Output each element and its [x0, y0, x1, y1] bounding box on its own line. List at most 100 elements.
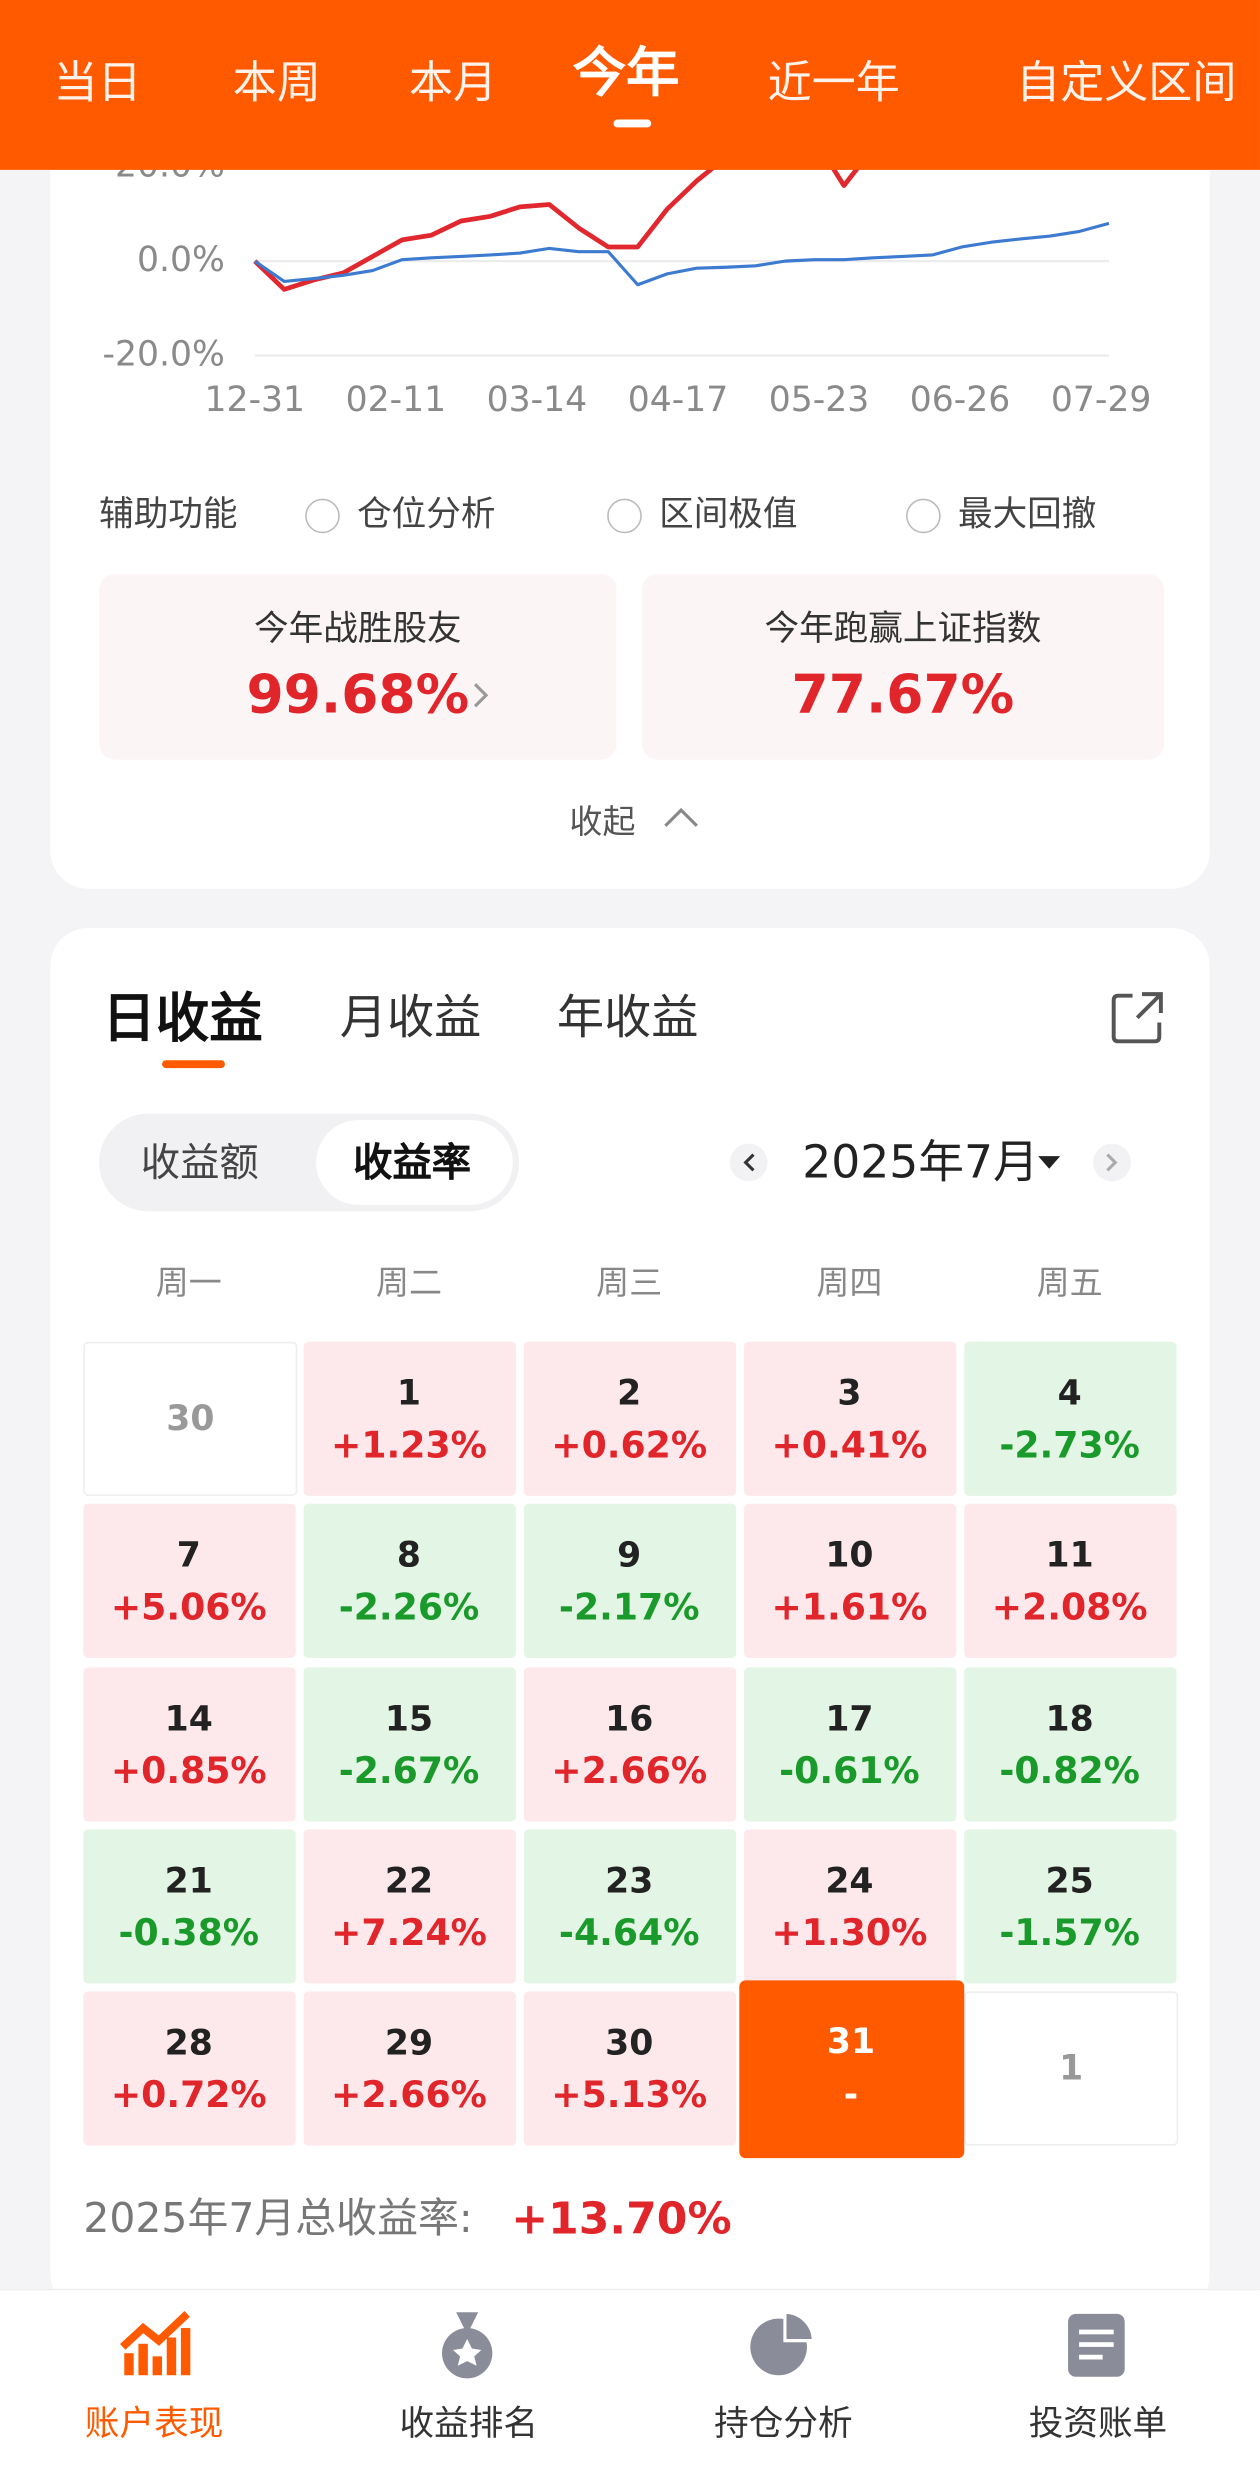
rate: +1.23%	[331, 1425, 487, 1467]
nav-item[interactable]: 投资账单	[1028, 2405, 1168, 2445]
calendar-cell[interactable]: 7 +5.06%	[83, 1503, 296, 1658]
toggle-option[interactable]: 收益率	[353, 1139, 472, 1186]
tab-indicator	[162, 1060, 225, 1069]
calendar-cell[interactable]: 11 +2.08%	[964, 1503, 1177, 1658]
radio[interactable]	[906, 498, 941, 534]
x-tick-label: 07-29	[1051, 380, 1152, 420]
calendar-cell[interactable]: 3 +0.41%	[744, 1341, 957, 1496]
rate: -4.64%	[558, 1913, 700, 1955]
rate: -1.57%	[999, 1913, 1140, 1955]
calendar-cell[interactable]: 2 +0.62%	[523, 1341, 737, 1496]
calendar-cell[interactable]: 30	[83, 1341, 298, 1496]
stat-label: 今年战胜股友	[254, 610, 462, 650]
nav-icon	[442, 2312, 493, 2379]
day: 30	[605, 2024, 654, 2064]
rate: -2.26%	[338, 1587, 480, 1629]
calendar-cell[interactable]: 9 -2.17%	[523, 1503, 737, 1658]
calendar-cell[interactable]: 24 +1.30%	[744, 1829, 957, 1984]
assist-option[interactable]: 仓位分析	[357, 495, 496, 535]
active-indicator	[613, 119, 652, 128]
assist-option[interactable]: 区间极值	[659, 495, 798, 535]
rate: -	[843, 2076, 859, 2116]
rate: +5.13%	[551, 2075, 708, 2117]
day: 28	[164, 2024, 213, 2064]
nav-icon	[750, 2310, 815, 2376]
toggle-option[interactable]: 收益额	[140, 1139, 259, 1186]
calendar-cell-today[interactable]: 31 -	[739, 1980, 965, 2159]
assist-option[interactable]: 最大回撤	[957, 495, 1097, 535]
weekday: 周二	[375, 1263, 443, 1302]
rate: +2.66%	[331, 2075, 487, 2117]
period-tab[interactable]: 近一年	[767, 56, 900, 109]
period-tab[interactable]: 本月	[408, 56, 498, 109]
day: 21	[164, 1862, 213, 1902]
x-tick-label: 06-26	[910, 380, 1011, 420]
nav-item[interactable]: 收益排名	[399, 2405, 538, 2445]
nav-item[interactable]: 账户表现	[84, 2405, 224, 2445]
stat-box[interactable]: 今年战胜股友 99.68%	[99, 574, 617, 760]
period-tab[interactable]: 当日	[53, 56, 142, 109]
day: 11	[1045, 1536, 1094, 1577]
day: 1	[1059, 2049, 1084, 2089]
month-label[interactable]: 2025年7月	[802, 1134, 1039, 1189]
calendar-cell[interactable]: 10 +1.61%	[744, 1503, 957, 1658]
day: 1	[396, 1374, 422, 1415]
day: 3	[837, 1374, 862, 1415]
calendar-tab[interactable]: 日收益	[102, 987, 263, 1051]
series-line	[253, 221, 1110, 287]
radio[interactable]	[607, 498, 642, 534]
stat-label: 今年跑赢上证指数	[764, 610, 1042, 650]
prev-month[interactable]	[729, 1143, 768, 1182]
calendar-tab[interactable]: 月收益	[339, 990, 482, 1047]
x-tick-label: 04-17	[628, 380, 729, 420]
calendar-cell[interactable]: 25 -1.57%	[964, 1829, 1177, 1984]
period-tab[interactable]: 自定义区间	[1016, 56, 1237, 109]
calendar-tab[interactable]: 年收益	[556, 990, 699, 1047]
period-tab[interactable]: 本周	[232, 56, 321, 109]
calendar-cell[interactable]: 15 -2.67%	[303, 1667, 516, 1822]
assist-label: 辅助功能	[99, 495, 238, 535]
bottom-nav: 账户表现 收益排名 持仓分析 投资账单	[0, 2288, 1260, 2466]
toggle-active	[316, 1119, 513, 1205]
calendar-cell[interactable]: 17 -0.61%	[744, 1667, 957, 1822]
nav-icon	[120, 2311, 191, 2376]
day: 31	[826, 2022, 876, 2063]
calendar-cell[interactable]: 4 -2.73%	[964, 1341, 1177, 1496]
day: 2	[617, 1374, 642, 1415]
nav-item[interactable]: 持仓分析	[714, 2405, 853, 2445]
calendar-cell[interactable]: 1 +1.23%	[303, 1341, 516, 1496]
calendar-cell[interactable]: 22 +7.24%	[303, 1829, 516, 1984]
day: 16	[605, 1700, 654, 1740]
dropdown-caret	[1038, 1156, 1061, 1169]
rate: -2.17%	[558, 1587, 700, 1629]
rate: -2.73%	[999, 1425, 1140, 1467]
radio[interactable]	[305, 498, 340, 534]
stat-box: 今年跑赢上证指数 77.67%	[641, 574, 1165, 760]
calendar-cell[interactable]: 14 +0.85%	[83, 1667, 296, 1822]
rate: +2.08%	[991, 1587, 1148, 1629]
total-label: 2025年7月总收益率:	[83, 2195, 473, 2244]
nav-icon	[1068, 2313, 1125, 2377]
day: 23	[605, 1862, 654, 1902]
collapse[interactable]: 收起	[569, 803, 636, 841]
next-month[interactable]	[1093, 1143, 1131, 1182]
weekday: 周一	[155, 1263, 222, 1302]
stat-value: 77.67%	[791, 663, 1015, 727]
calendar-cell[interactable]: 30 +5.13%	[523, 1991, 737, 2146]
calendar-cell[interactable]: 18 -0.82%	[964, 1667, 1177, 1822]
y-tick-label: 0.0%	[137, 240, 225, 280]
day: 22	[384, 1862, 434, 1902]
calendar-cell[interactable]: 16 +2.66%	[523, 1667, 737, 1822]
calendar-cell[interactable]: 23 -4.64%	[523, 1829, 737, 1984]
calendar-cell[interactable]: 1	[964, 1991, 1179, 2146]
calendar-cell[interactable]: 21 -0.38%	[83, 1829, 296, 1984]
calendar-cell[interactable]: 28 +0.72%	[83, 1991, 296, 2146]
calendar-cell[interactable]: 29 +2.66%	[303, 1991, 516, 2146]
day: 18	[1045, 1700, 1094, 1740]
day: 29	[384, 2024, 434, 2064]
period-tab[interactable]: 今年	[572, 42, 680, 106]
chevron-right	[1106, 1153, 1118, 1172]
calendar-cell[interactable]: 8 -2.26%	[303, 1503, 516, 1658]
day: 24	[825, 1862, 874, 1902]
